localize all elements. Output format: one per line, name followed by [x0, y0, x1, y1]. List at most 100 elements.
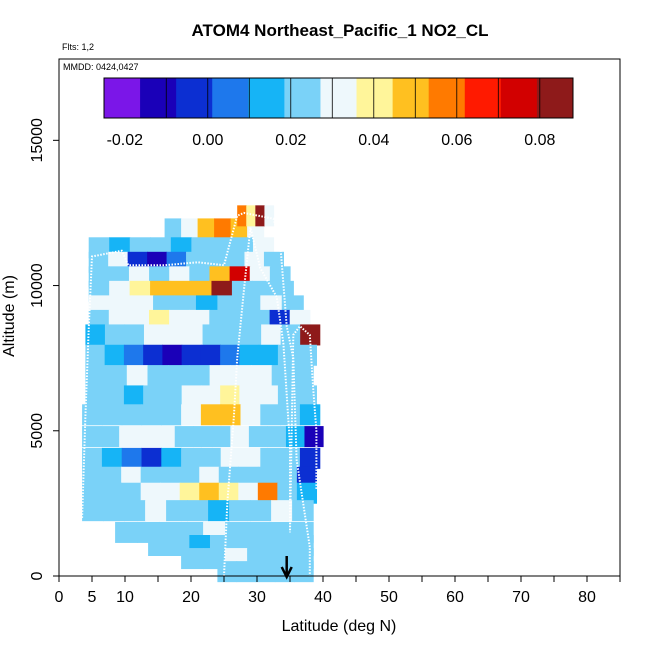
heatmap-cell: [121, 466, 142, 488]
heatmap-cell: [148, 535, 170, 556]
heatmap-cell: [124, 324, 145, 346]
heatmap-cell: [271, 500, 293, 522]
heatmap-cell: [251, 365, 273, 387]
heatmap-cell: [255, 561, 276, 583]
colorbar-tick-label: 0.02: [275, 132, 306, 149]
heatmap-cell: [121, 447, 143, 469]
heatmap-cell: [181, 218, 199, 240]
flights-label: Flts: 1,2: [62, 42, 94, 52]
heatmap-cell: [121, 482, 142, 504]
heatmap-cell: [202, 324, 223, 346]
colorbar-segment: [320, 78, 357, 118]
heatmap-cell: [181, 447, 202, 469]
heatmap-cell: [297, 385, 317, 407]
heatmap-cell: [121, 404, 143, 426]
colorbar-segment: [464, 78, 502, 118]
heatmap-cell: [293, 561, 314, 583]
colorbar: -0.02 0.00 0.02 0.04 0.06 0.08: [103, 77, 574, 149]
colorbar-tick-label: 0.08: [524, 132, 555, 149]
x-tick-label: 50: [380, 589, 398, 606]
heatmap-cell: [218, 466, 239, 488]
heatmap-cell: [199, 466, 220, 488]
heatmap-cell: [237, 205, 247, 227]
heatmap-cell: [209, 365, 231, 387]
heatmap-cell: [280, 447, 301, 469]
heatmap-cell: [277, 344, 298, 366]
heatmap-cell: [188, 365, 211, 387]
heatmap-cell: [230, 426, 250, 448]
x-axis-label: Latitude (deg N): [282, 618, 397, 635]
heatmap-cell: [200, 344, 221, 366]
heatmap-cell: [214, 218, 232, 240]
heatmap-cell: [168, 365, 190, 387]
heatmap-cell: [123, 385, 144, 407]
heatmap-cell: [163, 324, 184, 346]
heatmap-cell: [208, 500, 230, 522]
heatmap-cell: [260, 404, 281, 426]
colorbar-segment: [356, 78, 394, 118]
heatmap-cell: [240, 404, 261, 426]
heatmap-cell: [181, 404, 202, 426]
heatmap-cell: [220, 404, 242, 426]
heatmap-cell: [218, 482, 239, 504]
x-tick-label: 40: [314, 589, 332, 606]
y-axis: 0 5000 10000 15000: [29, 118, 59, 580]
heatmap-cell: [141, 404, 162, 426]
heatmap-cell: [101, 404, 123, 426]
colorbar-frame: [103, 77, 574, 119]
heatmap-cell: [141, 447, 162, 469]
heatmap-cell: [179, 482, 200, 504]
heatmap-cell: [85, 365, 107, 387]
heatmap-cell: [250, 500, 272, 522]
colorbar-tick-label: -0.02: [107, 132, 144, 149]
heatmap-cell: [162, 385, 183, 407]
heatmap-cell: [101, 447, 123, 469]
heatmap-cell: [299, 447, 321, 469]
heatmap-cell: [181, 548, 204, 570]
heatmap-cell: [101, 466, 122, 488]
arrow-head-icon: [280, 566, 293, 580]
x-tick-label: 30: [248, 589, 266, 606]
heatmap-cell: [239, 385, 260, 407]
heatmap-cell: [187, 500, 209, 522]
heatmap-cell: [137, 426, 157, 448]
heatmap-cell: [238, 466, 259, 488]
x-axis: 0 5 10 20 30 40 50 60 70 80: [55, 576, 621, 606]
heatmap-cell: [200, 385, 221, 407]
heatmap-cell: [296, 466, 318, 488]
colorbar-tick-label: 0.04: [358, 132, 389, 149]
heatmap-layer: [82, 205, 324, 583]
y-tick-label: 10000: [29, 263, 46, 308]
heatmap-cell: [181, 344, 202, 366]
heatmap-cell: [271, 365, 293, 387]
heatmap-cell: [166, 500, 188, 522]
heatmap-cell: [261, 324, 282, 346]
x-tick-label: 10: [116, 589, 134, 606]
colorbar-segment: [428, 78, 466, 118]
heatmap-cell: [104, 344, 125, 366]
x-tick-label: 80: [578, 589, 596, 606]
heatmap-cell: [240, 447, 261, 469]
heatmap-cell: [220, 385, 240, 407]
heatmap-cell: [82, 426, 102, 448]
heatmap-cell: [82, 482, 103, 504]
heatmap-cell: [104, 385, 125, 407]
heatmap-cell: [174, 426, 194, 448]
heatmap-cell: [236, 561, 257, 583]
heatmap-cell: [82, 447, 103, 469]
heatmap-cell: [162, 344, 183, 366]
heatmap-cell: [200, 404, 222, 426]
heatmap-cell: [292, 365, 314, 387]
heatmap-cell: [264, 205, 275, 227]
heatmap-cell: [161, 447, 182, 469]
heatmap-cell: [143, 324, 165, 346]
heatmap-cell: [277, 482, 298, 504]
heatmap-cell: [255, 205, 266, 227]
flight-track-line: [223, 227, 318, 577]
heatmap-cell: [82, 500, 104, 522]
flight-track-layer: [81, 211, 318, 577]
heatmap-cell: [106, 365, 128, 387]
x-tick-label: 60: [446, 589, 464, 606]
heatmap-cell: [246, 205, 256, 227]
